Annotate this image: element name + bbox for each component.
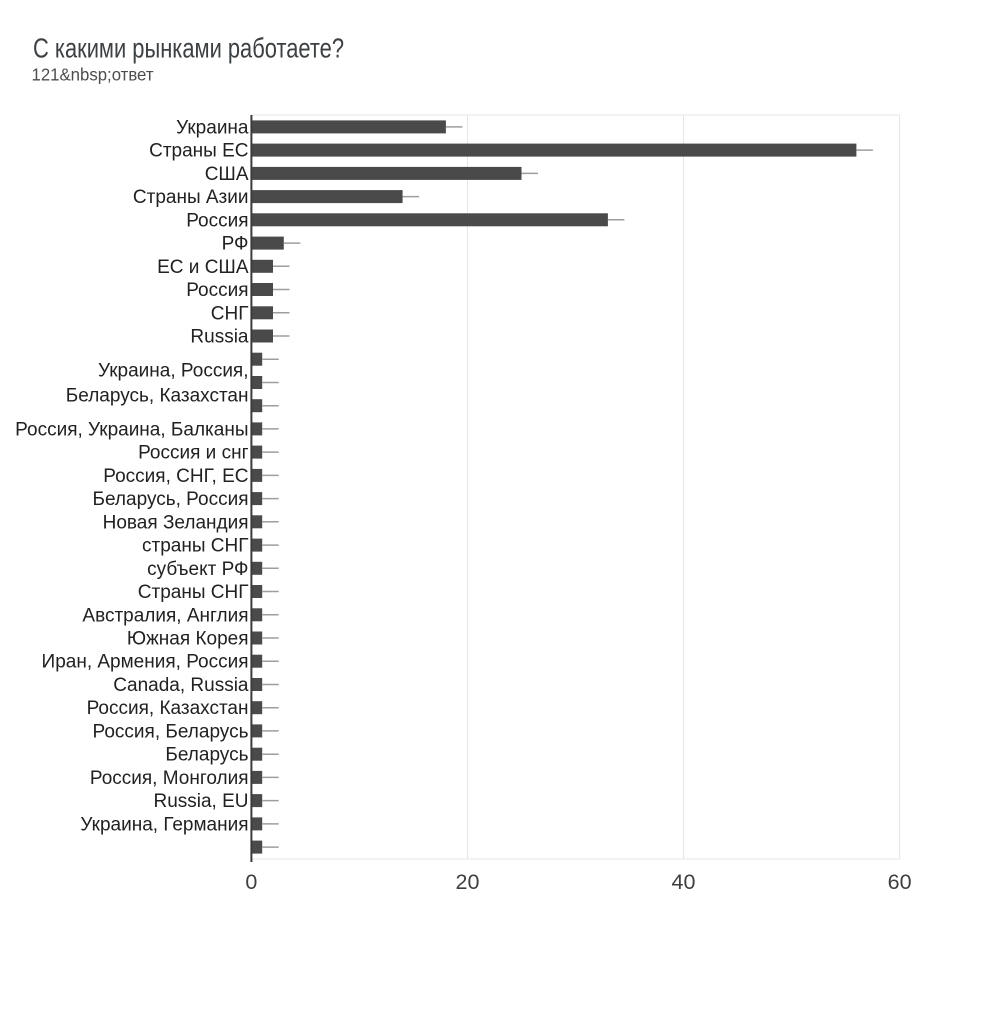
svg-text:Россия, Монголия: Россия, Монголия bbox=[90, 768, 249, 789]
svg-text:Украина, Россия,: Украина, Россия, bbox=[98, 361, 248, 382]
svg-text:Новая Зеландия: Новая Зеландия bbox=[103, 512, 249, 533]
svg-text:Украина, Германия: Украина, Германия bbox=[80, 814, 248, 835]
svg-text:Россия, Украина, Балканы: Россия, Украина, Балканы bbox=[15, 419, 248, 440]
svg-text:0: 0 bbox=[245, 870, 257, 894]
svg-text:Беларусь, Казахстан: Беларусь, Казахстан bbox=[66, 386, 249, 407]
svg-text:Страны Азии: Страны Азии bbox=[133, 187, 249, 208]
svg-text:Canada, Russia: Canada, Russia bbox=[113, 675, 249, 696]
svg-text:121&nbsp;ответ: 121&nbsp;ответ bbox=[32, 65, 154, 85]
svg-text:Австралия, Англия: Австралия, Англия bbox=[82, 605, 248, 626]
svg-text:Россия: Россия bbox=[186, 280, 248, 301]
svg-text:Украина: Украина bbox=[176, 117, 249, 138]
svg-text:СНГ: СНГ bbox=[211, 303, 249, 324]
svg-text:РФ: РФ bbox=[222, 234, 249, 255]
svg-text:Беларусь: Беларусь bbox=[165, 745, 248, 766]
svg-text:40: 40 bbox=[672, 870, 696, 894]
svg-text:субъект РФ: субъект РФ bbox=[147, 559, 248, 580]
svg-text:страны СНГ: страны СНГ bbox=[142, 536, 249, 557]
svg-text:ЕС и США: ЕС и США bbox=[157, 257, 249, 278]
svg-text:Россия, Беларусь: Россия, Беларусь bbox=[93, 721, 249, 742]
svg-text:Иран, Армения, Россия: Иран, Армения, Россия bbox=[42, 652, 249, 673]
svg-text:Россия и снг: Россия и снг bbox=[138, 443, 248, 464]
svg-text:Страны ЕС: Страны ЕС bbox=[149, 141, 248, 162]
svg-text:Беларусь, Россия: Беларусь, Россия bbox=[93, 489, 249, 510]
svg-text:Россия, Казахстан: Россия, Казахстан bbox=[87, 698, 249, 719]
svg-text:Russia: Russia bbox=[190, 327, 249, 348]
svg-text:США: США bbox=[205, 164, 249, 185]
svg-text:Южная Корея: Южная Корея bbox=[127, 629, 249, 650]
svg-text:Russia, EU: Russia, EU bbox=[153, 791, 248, 812]
svg-text:С какими рынками работаете?: С какими рынками работаете? bbox=[33, 33, 344, 64]
svg-text:Россия, СНГ, ЕС: Россия, СНГ, ЕС bbox=[103, 466, 248, 487]
svg-text:60: 60 bbox=[888, 870, 912, 894]
svg-text:20: 20 bbox=[456, 870, 480, 894]
svg-text:Россия: Россия bbox=[186, 210, 248, 231]
svg-text:Страны СНГ: Страны СНГ bbox=[138, 582, 249, 603]
